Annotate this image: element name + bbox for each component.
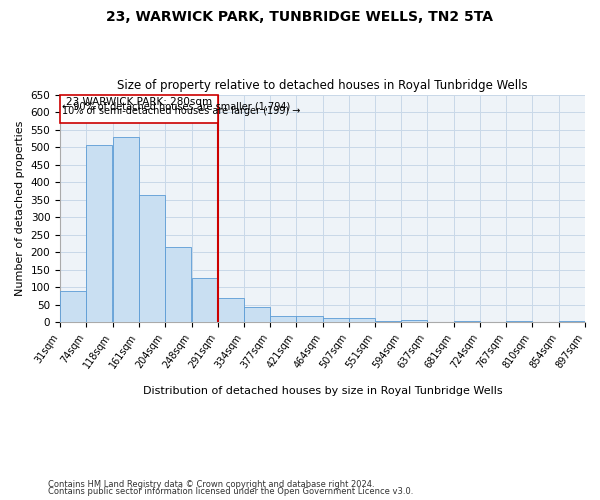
- Bar: [454, 321, 480, 322]
- Bar: [218, 298, 244, 322]
- Text: 23 WARWICK PARK: 280sqm: 23 WARWICK PARK: 280sqm: [66, 96, 212, 106]
- Bar: [86, 144, 112, 322]
- Bar: [270, 316, 296, 322]
- Bar: [559, 321, 585, 322]
- Text: 23, WARWICK PARK, TUNBRIDGE WELLS, TN2 5TA: 23, WARWICK PARK, TUNBRIDGE WELLS, TN2 5…: [107, 10, 493, 24]
- Bar: [349, 318, 374, 322]
- Bar: [60, 96, 218, 122]
- Bar: [139, 194, 165, 322]
- Text: Contains HM Land Registry data © Crown copyright and database right 2024.: Contains HM Land Registry data © Crown c…: [48, 480, 374, 489]
- Bar: [401, 320, 427, 322]
- Y-axis label: Number of detached properties: Number of detached properties: [15, 120, 25, 296]
- Title: Size of property relative to detached houses in Royal Tunbridge Wells: Size of property relative to detached ho…: [117, 79, 528, 92]
- Bar: [60, 292, 86, 322]
- Bar: [165, 248, 191, 322]
- Bar: [191, 278, 218, 322]
- Text: ← 90% of detached houses are smaller (1,794): ← 90% of detached houses are smaller (1,…: [62, 102, 290, 112]
- Text: Contains public sector information licensed under the Open Government Licence v3: Contains public sector information licen…: [48, 487, 413, 496]
- Bar: [323, 318, 349, 322]
- Text: Distribution of detached houses by size in Royal Tunbridge Wells: Distribution of detached houses by size …: [143, 386, 502, 396]
- Bar: [113, 138, 139, 322]
- Bar: [244, 308, 270, 322]
- Text: 10% of semi-detached houses are larger (199) →: 10% of semi-detached houses are larger (…: [62, 106, 300, 117]
- Bar: [296, 316, 323, 322]
- Bar: [375, 321, 401, 322]
- Bar: [506, 321, 532, 322]
